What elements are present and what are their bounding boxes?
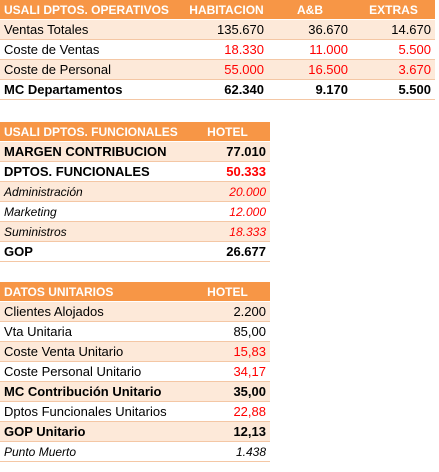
value-cell: 62.340 — [185, 80, 268, 100]
value-cell: 5.500 — [352, 40, 435, 60]
value-cell: 135.670 — [185, 20, 268, 40]
value-cell: 9.170 — [268, 80, 352, 100]
value-cell: 5.500 — [352, 80, 435, 100]
header-cell: EXTRAS — [352, 0, 435, 20]
value-cell: 16.500 — [268, 60, 352, 80]
value-cell: 12.000 — [185, 202, 270, 222]
value-cell: 55.000 — [185, 60, 268, 80]
label-cell: MARGEN CONTRIBUCION — [0, 142, 185, 162]
value-cell: 20.000 — [185, 182, 270, 202]
value-cell: 34,17 — [185, 362, 270, 382]
label-cell: Dptos Funcionales Unitarios — [0, 402, 185, 422]
label-cell: MC Departamentos — [0, 80, 185, 100]
label-cell: Coste de Ventas — [0, 40, 185, 60]
header-cell: A&B — [268, 0, 352, 20]
value-cell: 26.677 — [185, 242, 270, 262]
value-cell: 15,83 — [185, 342, 270, 362]
value-cell: 11.000 — [268, 40, 352, 60]
label-cell: MC Contribución Unitario — [0, 382, 185, 402]
value-cell: 14.670 — [352, 20, 435, 40]
label-cell: Coste Personal Unitario — [0, 362, 185, 382]
label-cell: Marketing — [0, 202, 185, 222]
value-cell: 77.010 — [185, 142, 270, 162]
header-cell: HOTEL — [185, 282, 270, 302]
value-cell: 35,00 — [185, 382, 270, 402]
label-cell: Vta Unitaria — [0, 322, 185, 342]
header-cell: DATOS UNITARIOS — [0, 282, 185, 302]
value-cell: 3.670 — [352, 60, 435, 80]
value-cell: 18.330 — [185, 40, 268, 60]
header-cell: HOTEL — [185, 122, 270, 142]
value-cell: 85,00 — [185, 322, 270, 342]
value-cell: 1.438 — [185, 442, 270, 462]
value-cell: 18.333 — [185, 222, 270, 242]
label-cell: Administración — [0, 182, 185, 202]
header-cell: USALI DPTOS. OPERATIVOS — [0, 0, 185, 20]
label-cell: GOP — [0, 242, 185, 262]
label-cell: Punto Muerto — [0, 442, 185, 462]
label-cell: Ventas Totales — [0, 20, 185, 40]
value-cell: 36.670 — [268, 20, 352, 40]
value-cell: 2.200 — [185, 302, 270, 322]
label-cell: GOP Unitario — [0, 422, 185, 442]
value-cell: 22,88 — [185, 402, 270, 422]
label-cell: DPTOS. FUNCIONALES — [0, 162, 185, 182]
value-cell: 50.333 — [185, 162, 270, 182]
value-cell: 12,13 — [185, 422, 270, 442]
label-cell: Suministros — [0, 222, 185, 242]
label-cell: Coste de Personal — [0, 60, 185, 80]
header-cell: HABITACION — [185, 0, 268, 20]
header-cell: USALI DPTOS. FUNCIONALES — [0, 122, 185, 142]
label-cell: Coste Venta Unitario — [0, 342, 185, 362]
label-cell: Clientes Alojados — [0, 302, 185, 322]
